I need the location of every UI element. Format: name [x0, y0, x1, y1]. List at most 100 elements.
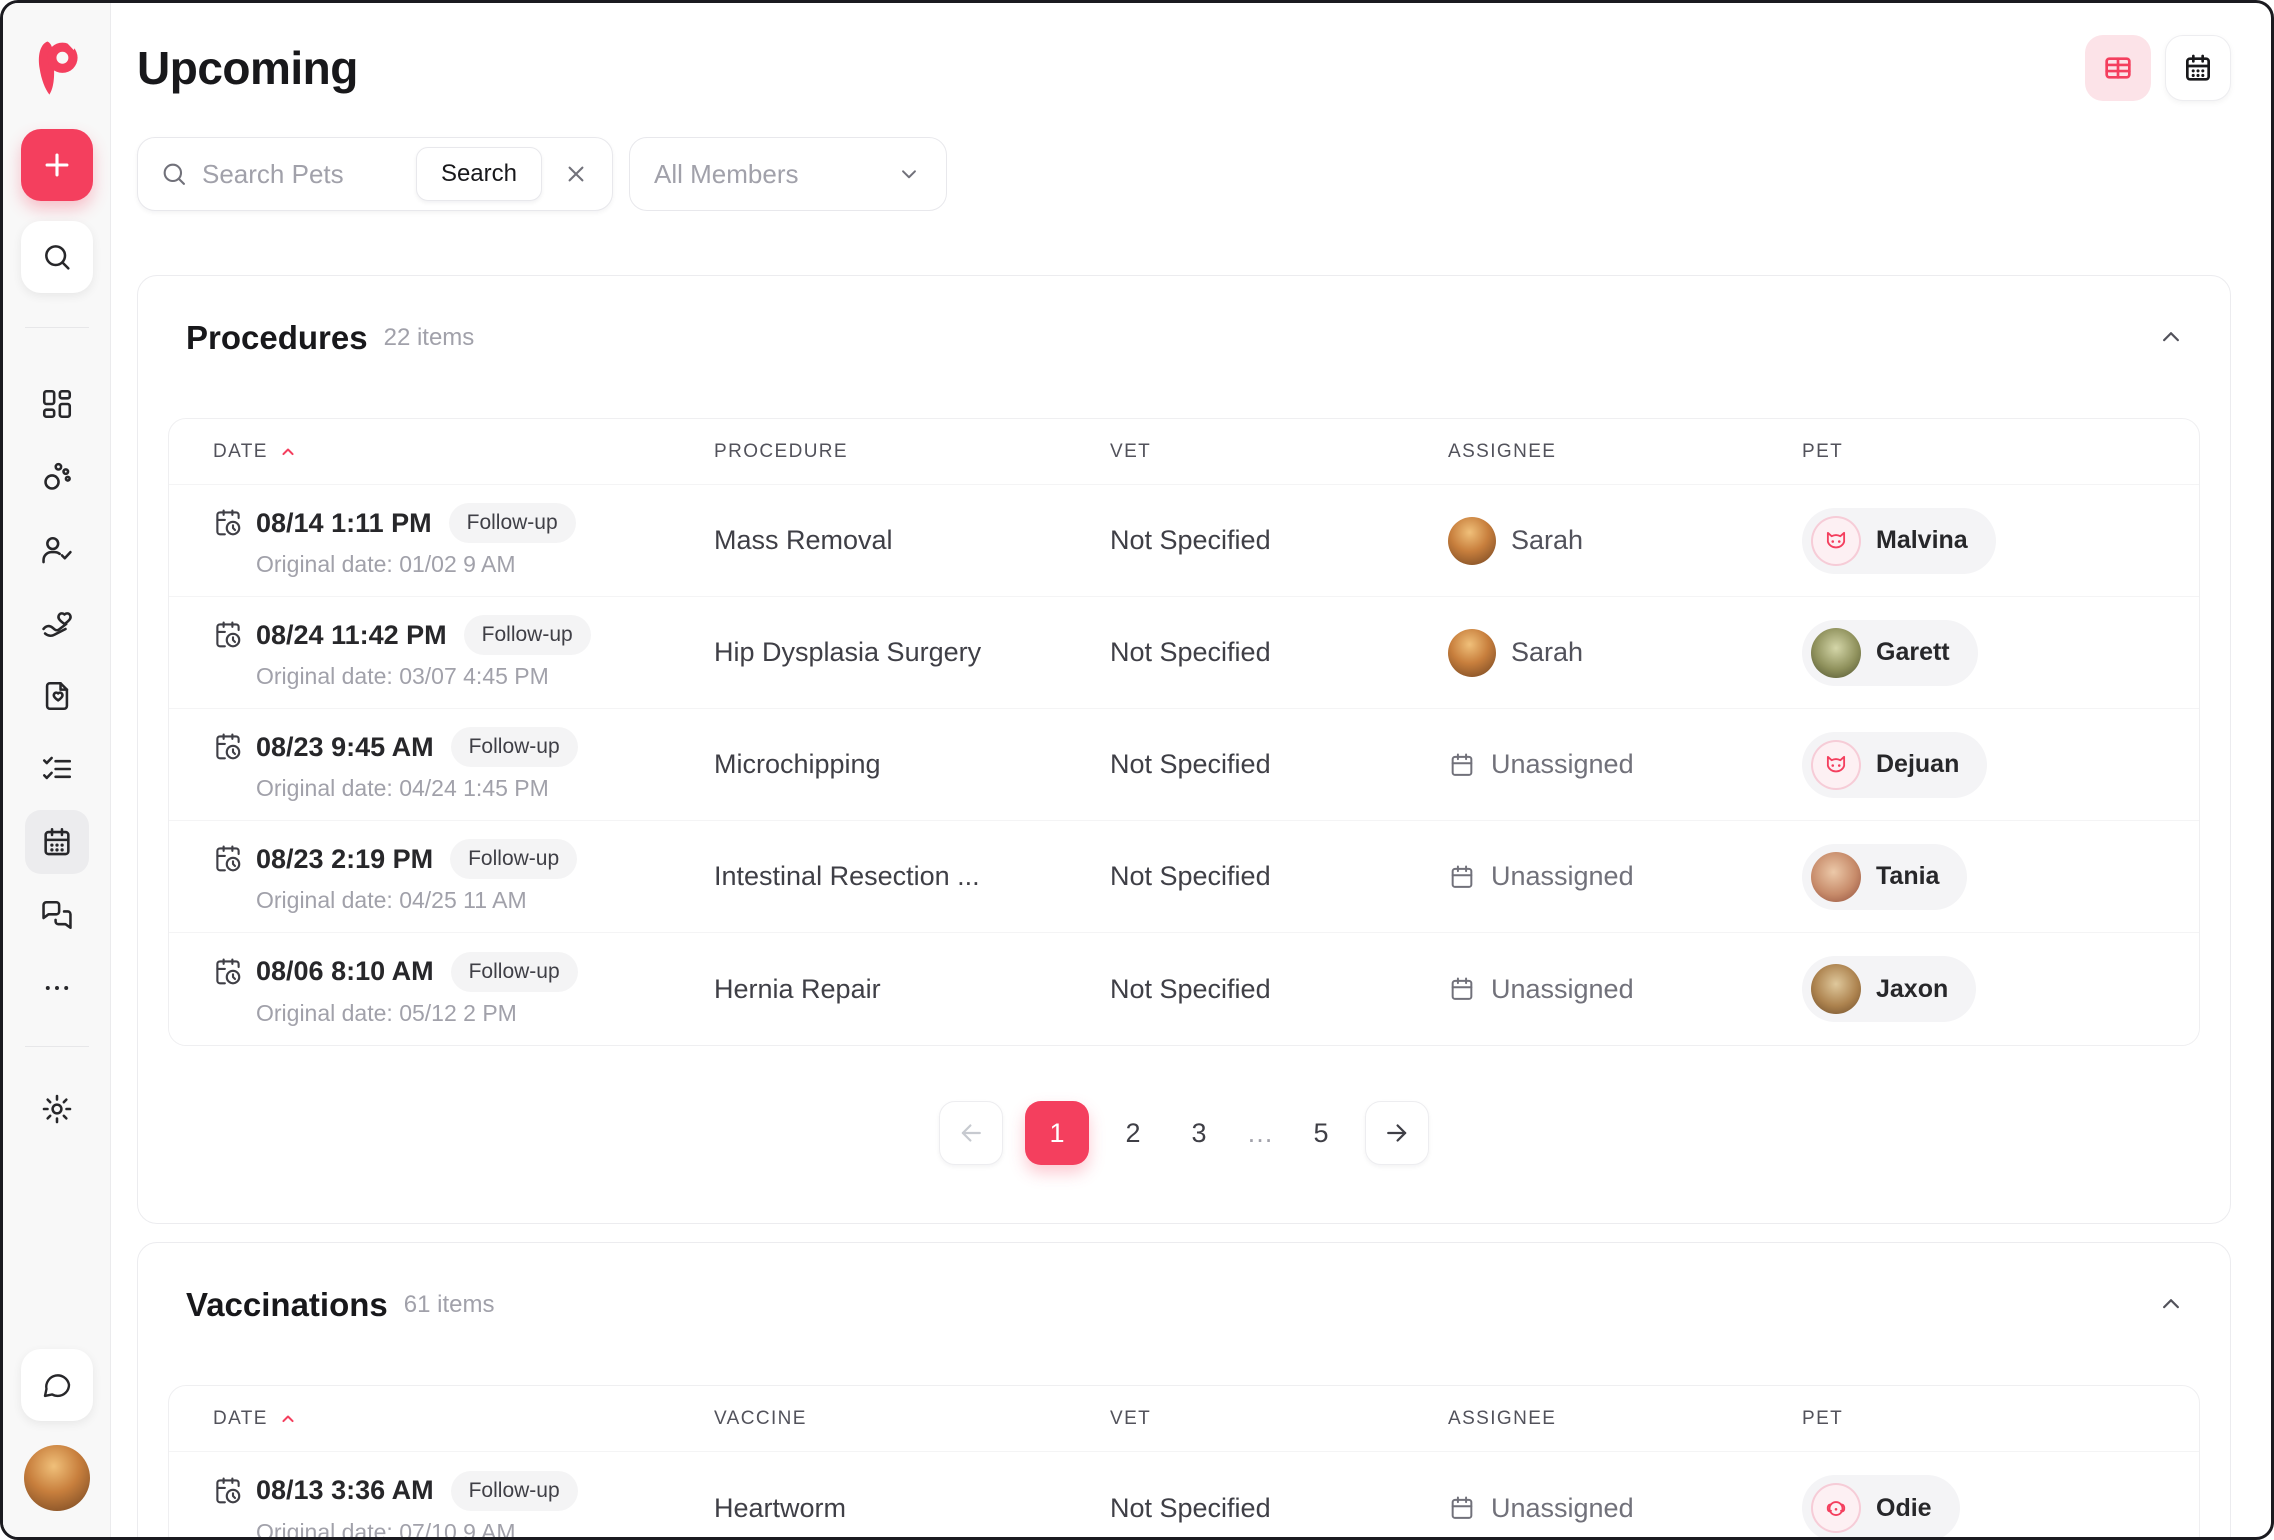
data-table: DATE VACCINE VET ASSIGNEE PET 08/13 3:36 AM …: [168, 1385, 2200, 1537]
table-row[interactable]: 08/23 2:19 PM Follow-up Original date: 0…: [169, 821, 2199, 933]
collapse-section-button[interactable]: [2156, 1289, 2186, 1322]
data-table: DATE PROCEDURE VET ASSIGNEE PET 08/14 1:11 P…: [168, 418, 2200, 1046]
user-avatar[interactable]: [23, 1445, 90, 1511]
assignee-name: Unassigned: [1491, 861, 1634, 891]
calendar-icon: [1448, 751, 1476, 779]
pet-chip[interactable]: Dejuan: [1802, 731, 1988, 798]
sidebar-item-dashboard[interactable]: [25, 372, 89, 436]
pet-chip[interactable]: Odie: [1802, 1475, 1960, 1537]
original-date: Original date: 07/10 9 AM: [256, 1518, 516, 1538]
original-date: Original date: 04/25 11 AM: [256, 887, 527, 913]
pet-chip[interactable]: Tania: [1802, 843, 1968, 910]
table-header: DATE VACCINE VET ASSIGNEE PET: [169, 1386, 2199, 1452]
sidebar-item-health-records[interactable]: [25, 664, 89, 728]
assignee-name: Unassigned: [1491, 973, 1634, 1004]
gear-icon: [40, 1092, 74, 1126]
search-button[interactable]: Search: [415, 147, 542, 201]
followup-badge: Follow-up: [450, 951, 578, 992]
arrow-right-icon: [1382, 1118, 1412, 1148]
next-page-button[interactable]: [1365, 1101, 1429, 1165]
pet-name: Garett: [1876, 638, 1950, 666]
table-row[interactable]: 08/06 8:10 AM Follow-up Original date: 0…: [169, 933, 2199, 1045]
sidebar-item-more[interactable]: [25, 956, 89, 1020]
clients-icon: [40, 533, 74, 567]
column-header-pet[interactable]: PET: [1802, 1407, 1844, 1429]
chat-bubble-icon: [41, 1369, 73, 1401]
pet-chip[interactable]: Jaxon: [1802, 956, 1977, 1022]
search-input[interactable]: [202, 158, 402, 190]
column-header-pet[interactable]: PET: [1802, 440, 1844, 462]
table-view-button[interactable]: [2085, 35, 2151, 101]
column-header-assignee[interactable]: ASSIGNEE: [1448, 440, 1557, 462]
plus-icon: [40, 148, 74, 182]
page-number[interactable]: 2: [1125, 1117, 1141, 1148]
search-button[interactable]: [20, 221, 93, 293]
create-button[interactable]: [20, 129, 93, 201]
toolbar: Search All Members: [137, 137, 2231, 211]
sidebar-item-clients[interactable]: [25, 518, 89, 582]
chevron-down-icon: [896, 161, 922, 187]
column-header-vet[interactable]: VET: [1110, 440, 1152, 462]
table-row[interactable]: 08/13 3:36 AM Follow-up Original date: 0…: [169, 1452, 2199, 1537]
sidebar-item-schedule[interactable]: [24, 810, 89, 874]
assignee-name: Sarah: [1511, 525, 1584, 555]
column-header-vet[interactable]: VET: [1110, 1407, 1152, 1429]
original-date: Original date: 03/07 4:45 PM: [256, 663, 549, 689]
row-item-name: Intestinal Resection ...: [714, 861, 980, 891]
arrow-left-icon: [956, 1118, 986, 1148]
members-filter-dropdown[interactable]: All Members: [629, 137, 947, 211]
column-header-procedure[interactable]: PROCEDURE: [714, 440, 849, 462]
column-header-vaccine[interactable]: VACCINE: [714, 1407, 807, 1429]
pet-name: Dejuan: [1876, 750, 1960, 778]
sidebar-item-care[interactable]: [25, 591, 89, 655]
collapse-section-button[interactable]: [2156, 322, 2186, 355]
row-assignee: Unassigned: [1448, 861, 1802, 892]
support-chat-button[interactable]: [20, 1349, 93, 1421]
schedule-icon: [40, 825, 74, 859]
sidebar-item-pets[interactable]: [25, 445, 89, 509]
sidebar-footer: [24, 1046, 89, 1141]
pet-name: Odie: [1876, 1493, 1932, 1522]
sections: Procedures 22 items DATE PROCEDURE VET ASSI…: [137, 275, 2231, 1537]
calendar-view-icon: [2182, 52, 2214, 84]
column-header-date[interactable]: DATE: [169, 1408, 714, 1430]
row-vet: Not Specified: [1110, 637, 1271, 667]
column-header-date[interactable]: DATE: [169, 441, 714, 463]
table-row[interactable]: 08/14 1:11 PM Follow-up Original date: 0…: [169, 485, 2199, 597]
row-vet: Not Specified: [1110, 525, 1271, 555]
table-row[interactable]: 08/24 11:42 PM Follow-up Original date: …: [169, 597, 2199, 709]
row-date: 08/23 9:45 AM: [256, 731, 434, 762]
page-number[interactable]: 5: [1313, 1117, 1329, 1148]
assignee-avatar: [1448, 628, 1496, 677]
pet-photo-avatar: [1811, 627, 1861, 678]
pet-chip[interactable]: Malvina: [1802, 507, 1996, 574]
calendar-clock-icon: [213, 508, 243, 538]
followup-badge: Follow-up: [450, 1470, 578, 1511]
sidebar-nav: [24, 372, 89, 1020]
row-item-name: Heartworm: [714, 1492, 847, 1523]
row-date: 08/14 1:11 PM: [256, 507, 432, 538]
sidebar-item-tasks[interactable]: [25, 737, 89, 801]
sidebar-item-messages[interactable]: [25, 883, 89, 947]
row-item-name: Microchipping: [714, 749, 881, 779]
app-logo[interactable]: [31, 35, 83, 95]
table-row[interactable]: 08/23 9:45 AM Follow-up Original date: 0…: [169, 709, 2199, 821]
calendar-view-button[interactable]: [2165, 35, 2231, 101]
row-vet: Not Specified: [1110, 749, 1271, 779]
calendar-clock-icon: [213, 1476, 243, 1506]
row-assignee: Unassigned: [1448, 1493, 1802, 1524]
sidebar-item-settings[interactable]: [25, 1077, 89, 1141]
clear-search-button[interactable]: [556, 154, 596, 194]
calendar-clock-icon: [213, 957, 243, 987]
table-header: DATE PROCEDURE VET ASSIGNEE PET: [169, 419, 2199, 485]
calendar-clock-icon: [213, 732, 243, 762]
calendar-icon: [1448, 975, 1476, 1003]
page-number-active[interactable]: 1: [1025, 1101, 1089, 1165]
previous-page-button[interactable]: [939, 1101, 1003, 1165]
view-toggle: [2085, 35, 2231, 101]
messages-icon: [40, 898, 74, 932]
page-number[interactable]: 3: [1191, 1117, 1207, 1148]
column-header-assignee[interactable]: ASSIGNEE: [1448, 1407, 1557, 1429]
pet-chip[interactable]: Garett: [1802, 619, 1978, 686]
original-date: Original date: 04/24 1:45 PM: [256, 775, 549, 801]
